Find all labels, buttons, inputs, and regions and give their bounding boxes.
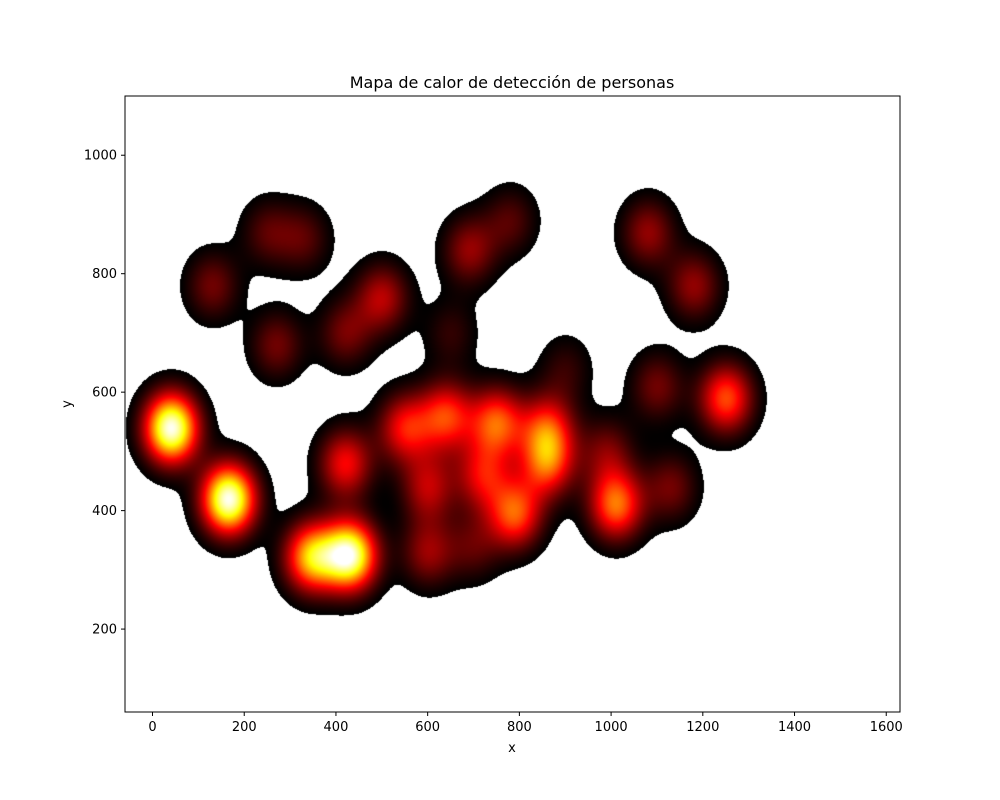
x-tick-label: 1600 [870,720,903,735]
x-tick-label: 800 [507,720,532,735]
x-tick-label: 200 [232,720,257,735]
x-tick-label: 1400 [778,720,811,735]
x-tick-label: 400 [324,720,349,735]
x-tick-label: 0 [148,720,156,735]
y-tick-label: 400 [92,504,117,519]
y-axis-label: y [60,400,75,408]
y-tick-label: 600 [92,386,117,401]
heatmap-area [125,96,900,712]
x-axis-label: x [508,741,516,756]
y-tick-label: 800 [92,267,117,282]
x-tick-label: 600 [415,720,440,735]
y-tick-label: 1000 [84,149,117,164]
x-tick-label: 1200 [686,720,719,735]
y-tick-label: 200 [92,623,117,638]
x-axis: 0 200 400 600 800 1000 1200 1400 1600 [148,712,903,735]
chart-title: Mapa de calor de detección de personas [350,73,675,92]
plot-frame [124,95,901,713]
x-tick-label: 1000 [595,720,628,735]
y-axis: 200 400 600 800 1000 [84,149,125,638]
